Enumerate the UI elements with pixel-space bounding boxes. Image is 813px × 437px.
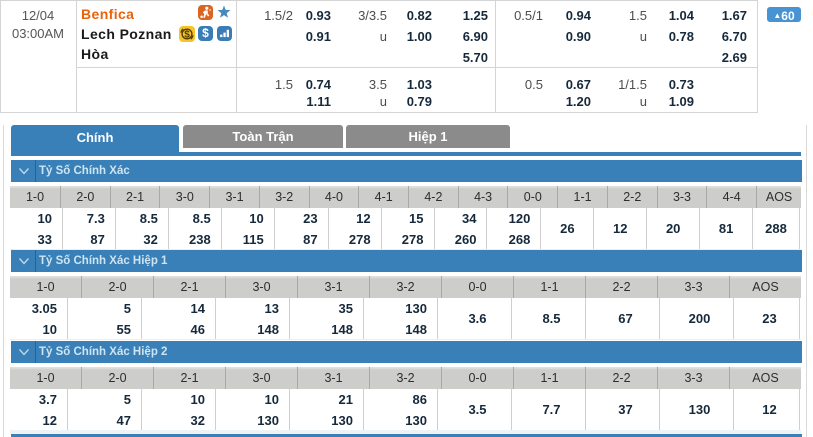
svg-text:$: $ (184, 30, 190, 41)
